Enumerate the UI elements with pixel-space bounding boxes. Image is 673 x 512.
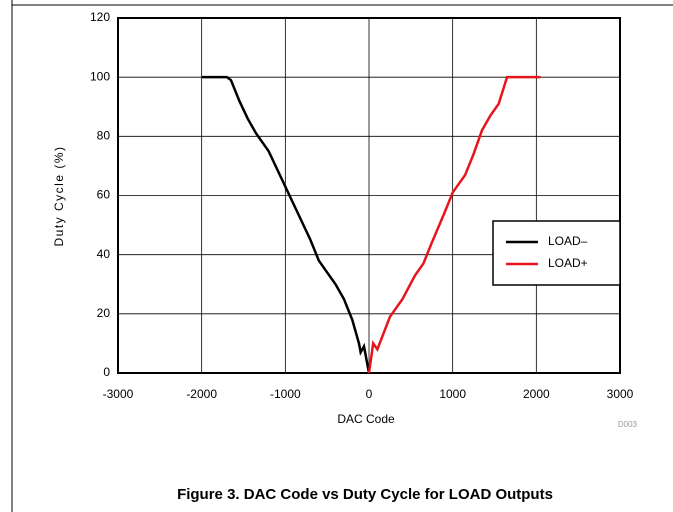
x-tick-label: -3000	[103, 387, 134, 401]
data-line	[201, 75, 371, 374]
x-tick-label: -1000	[270, 387, 301, 401]
caption: Figure 3. DAC Code vs Duty Cycle for LOA…	[177, 486, 553, 503]
y-tick-label: 40	[97, 247, 111, 261]
x-tick-label: 0	[366, 387, 373, 401]
y-tick-label: 100	[90, 69, 110, 83]
y-tick-label: 20	[97, 306, 111, 320]
x-tick-label: 2000	[523, 387, 550, 401]
x-tick-label: 3000	[607, 387, 634, 401]
legend-box	[492, 220, 621, 286]
x-tick-label: 1000	[439, 387, 466, 401]
y-tick-label: 0	[103, 365, 110, 379]
x-axis-label: DAC Code	[337, 412, 395, 426]
y-tick-label: 80	[97, 129, 111, 143]
legend-label: LOAD+	[548, 256, 588, 270]
x-tick-label: -2000	[186, 387, 217, 401]
y-tick-label: 60	[97, 188, 111, 202]
y-axis-label: Duty Cycle (%)	[52, 145, 66, 246]
data-line	[367, 75, 541, 374]
legend-label: LOAD–	[548, 234, 588, 248]
y-tick-label: 120	[90, 10, 110, 24]
figure-id: D003	[618, 420, 638, 429]
